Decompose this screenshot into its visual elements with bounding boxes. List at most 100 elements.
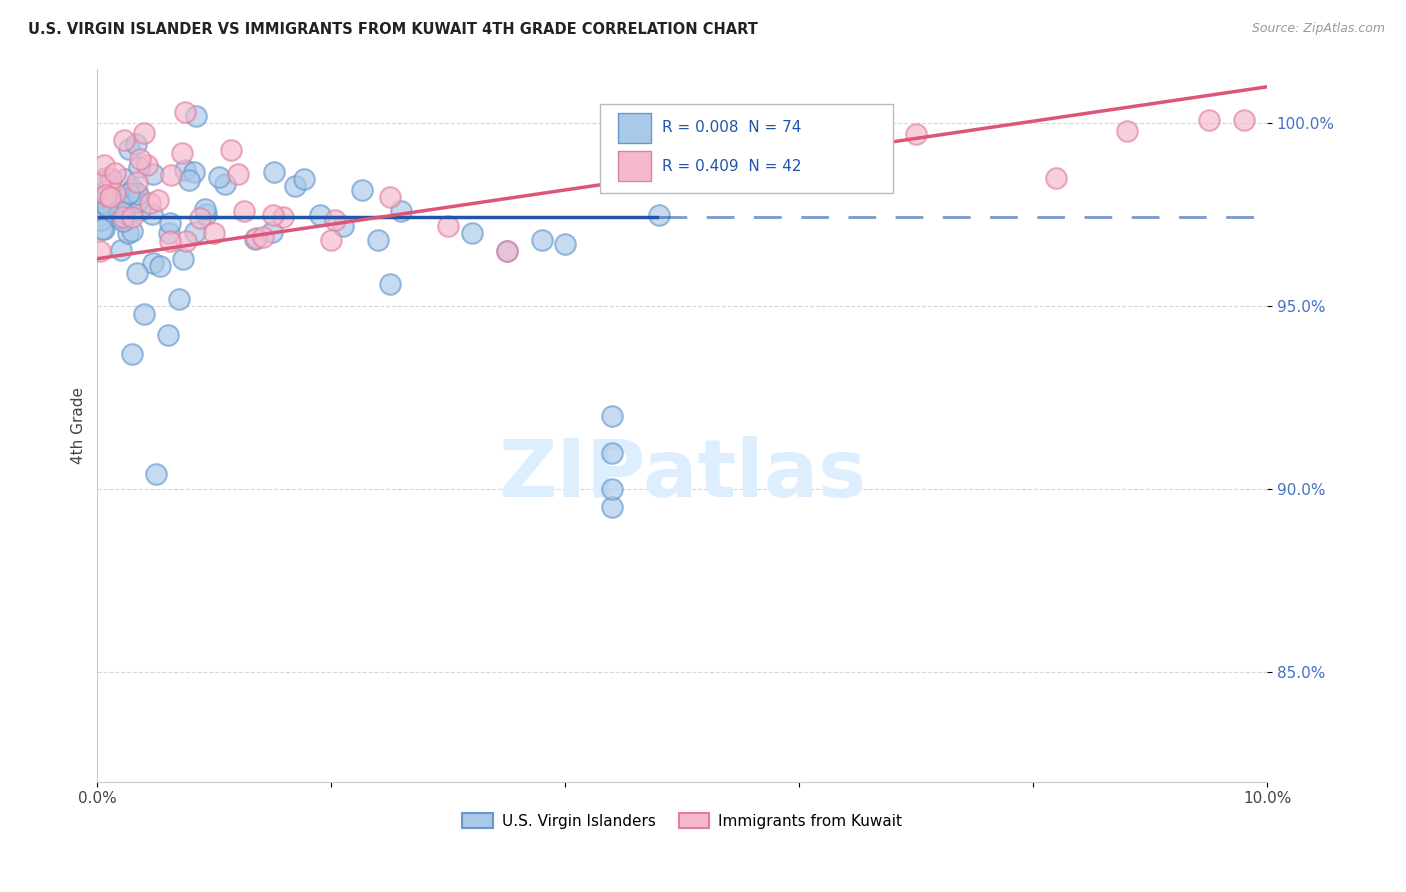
Point (90, 199, 112, 213)
Point (530, 234, 553, 248)
Point (174, 234, 197, 248)
Point (112, 206, 135, 220)
Point (98, 190, 121, 204)
Point (648, 208, 671, 222)
Point (600, 482, 623, 496)
Point (765, 142, 787, 156)
Point (125, 186, 148, 201)
Point (104, 186, 127, 201)
Point (194, 202, 217, 216)
Point (125, 195, 148, 210)
Point (97, 178, 120, 192)
Point (252, 230, 274, 244)
Point (292, 171, 315, 186)
Point (378, 277, 401, 292)
Point (174, 162, 197, 177)
Point (111, 190, 134, 204)
Point (122, 182, 145, 196)
Point (121, 210, 143, 224)
Point (125, 136, 148, 151)
Point (91, 222, 114, 236)
Point (100, 194, 122, 208)
Y-axis label: 4th Grade: 4th Grade (72, 386, 86, 464)
Point (121, 347, 143, 361)
Point (111, 197, 134, 211)
Point (112, 133, 135, 147)
Point (94, 171, 117, 186)
Point (1233, 112, 1256, 127)
Text: R = 0.409  N = 42: R = 0.409 N = 42 (662, 159, 801, 174)
Point (184, 109, 207, 123)
Point (600, 409, 623, 423)
Text: Source: ZipAtlas.com: Source: ZipAtlas.com (1251, 22, 1385, 36)
Point (245, 232, 267, 246)
Point (127, 186, 149, 201)
Point (127, 266, 149, 280)
Point (93, 158, 115, 172)
FancyBboxPatch shape (617, 112, 651, 143)
Point (177, 173, 200, 187)
Point (219, 144, 242, 158)
Text: ZIPatlas: ZIPatlas (498, 436, 866, 514)
Point (118, 142, 141, 156)
Point (233, 204, 256, 219)
Point (391, 204, 413, 219)
Point (91, 196, 114, 211)
Point (159, 227, 181, 241)
Point (905, 128, 928, 142)
Point (554, 237, 576, 252)
Point (145, 467, 167, 482)
Point (378, 189, 401, 203)
Point (262, 225, 284, 239)
Point (129, 152, 152, 166)
Point (226, 167, 249, 181)
Point (1198, 112, 1220, 127)
Point (167, 292, 190, 306)
Point (136, 158, 159, 172)
Point (460, 226, 482, 240)
Point (118, 186, 141, 201)
Point (104, 166, 127, 180)
Point (96, 199, 118, 213)
Point (139, 195, 162, 210)
Point (245, 231, 267, 245)
Point (323, 212, 346, 227)
Point (170, 146, 193, 161)
Point (159, 169, 181, 183)
Point (183, 165, 205, 179)
Point (321, 234, 343, 248)
Point (90, 212, 112, 227)
Point (94, 188, 117, 202)
Point (172, 252, 194, 266)
Point (142, 256, 165, 270)
Legend: U.S. Virgin Islanders, Immigrants from Kuwait: U.S. Virgin Islanders, Immigrants from K… (456, 806, 908, 835)
Point (495, 244, 517, 259)
Point (134, 307, 156, 321)
Point (110, 244, 132, 258)
Point (156, 328, 179, 343)
Point (271, 211, 294, 225)
Point (263, 165, 285, 179)
Point (141, 207, 163, 221)
Point (121, 224, 143, 238)
Text: U.S. VIRGIN ISLANDER VS IMMIGRANTS FROM KUWAIT 4TH GRADE CORRELATION CHART: U.S. VIRGIN ISLANDER VS IMMIGRANTS FROM … (28, 22, 758, 37)
Point (1115, 124, 1137, 138)
Point (332, 219, 354, 233)
Point (98, 170, 121, 185)
Point (112, 214, 135, 228)
Point (148, 193, 170, 207)
Point (89, 175, 111, 189)
Point (89, 244, 111, 258)
Point (195, 207, 218, 221)
Point (600, 445, 623, 459)
Point (159, 234, 181, 248)
Point (89, 190, 111, 204)
Point (125, 175, 148, 189)
Point (184, 225, 207, 239)
Point (174, 105, 197, 120)
Point (100, 171, 122, 186)
Point (283, 178, 305, 193)
Point (107, 197, 129, 211)
Point (262, 208, 284, 222)
Point (202, 226, 225, 240)
